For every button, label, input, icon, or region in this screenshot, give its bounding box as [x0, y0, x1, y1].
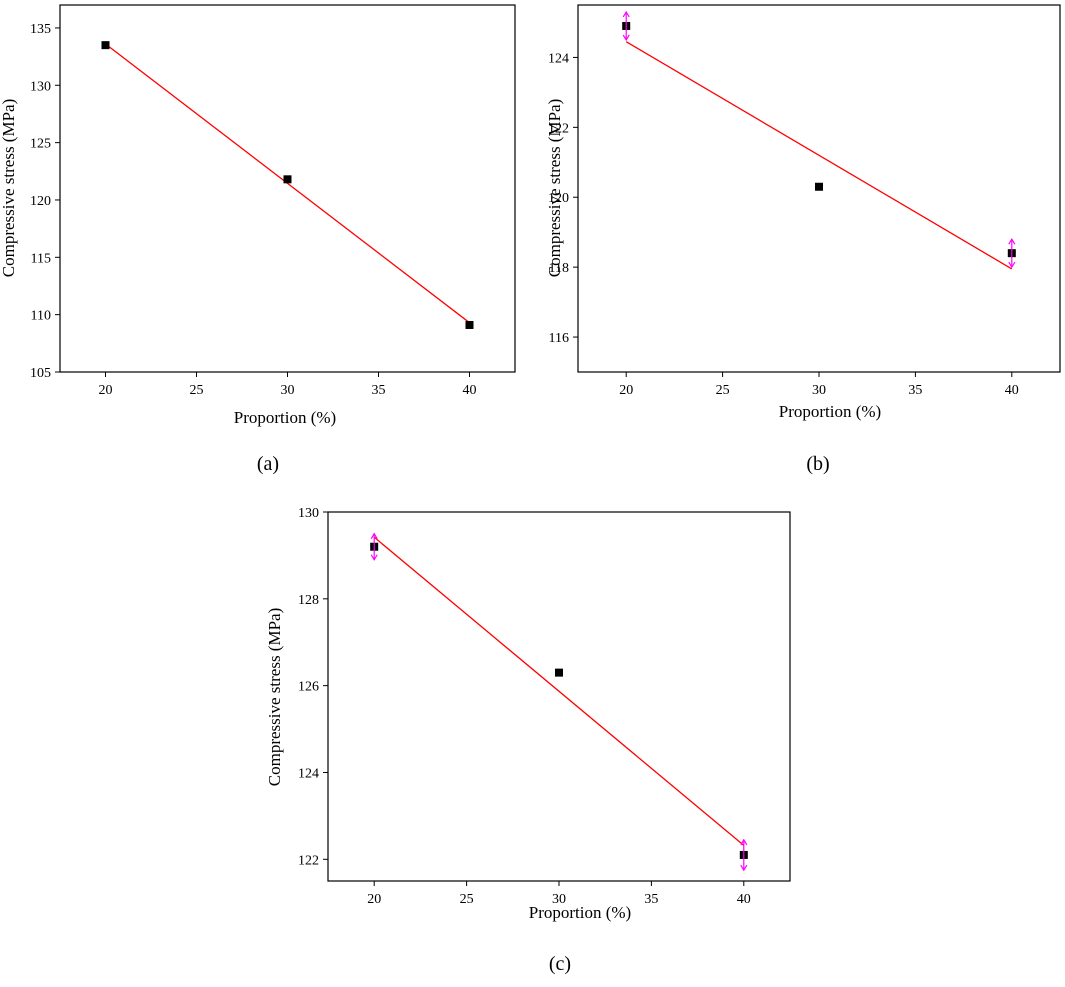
chart-c-svg: 20 25 30 35 40 122 124 126 128 130 Proportion (%) C… [265, 506, 791, 975]
x-tick-label: 40 [1005, 383, 1019, 398]
y-tick-label: 120 [30, 194, 51, 209]
y-tick-label: 115 [31, 251, 51, 266]
chart-panel-b: 20 25 30 35 40 116 118 120 122 124 Proportion (%) C… [540, 0, 1065, 490]
x-tick-label: 20 [367, 892, 381, 907]
chart-panel-c: 20 25 30 35 40 122 124 126 128 130 Proportion (%) C… [260, 490, 800, 982]
chart-a-svg: 20 25 30 35 40 105 110 115 120 125 130 135 Proportio… [0, 4, 516, 475]
data-point [283, 175, 292, 184]
y-tick-label: 122 [298, 853, 319, 868]
x-axis-title: Proportion (%) [234, 408, 336, 427]
y-tick-label: 118 [549, 261, 569, 276]
y-tick-label: 130 [298, 506, 319, 521]
x-tick-label: 25 [190, 383, 204, 398]
y-axis-title: Compressive stress (MPa) [265, 608, 284, 786]
data-point [465, 320, 474, 329]
x-tick-label: 20 [619, 383, 633, 398]
error-bar-cap-top [622, 10, 630, 18]
y-axis-title: Compressive stress (MPa) [545, 99, 564, 277]
error-bar-cap-top [1008, 238, 1016, 245]
x-tick-label: 30 [552, 892, 566, 907]
y-tick-label: 116 [549, 331, 569, 346]
data-point [815, 182, 823, 191]
panel-caption: (b) [806, 453, 829, 475]
error-bar [622, 10, 630, 42]
data-point [555, 668, 563, 677]
chart-panel-a: 20 25 30 35 40 105 110 115 120 125 130 135 Proportio… [0, 0, 530, 490]
y-tick-label: 128 [298, 593, 319, 608]
error-bar [1008, 238, 1016, 269]
error-bar-cap-bottom [740, 864, 748, 872]
y-tick-label: 120 [548, 191, 569, 206]
x-tick-label: 40 [737, 892, 751, 907]
fit-line [373, 536, 745, 846]
error-bar-cap-bottom [1008, 261, 1016, 269]
error-bar [370, 532, 378, 561]
y-tick-label: 135 [30, 22, 51, 37]
x-tick-label: 20 [99, 383, 113, 398]
x-tick-label: 35 [644, 892, 658, 907]
error-bar-cap-top [740, 838, 748, 846]
data-point [101, 41, 110, 50]
error-bar-cap-bottom [370, 554, 378, 561]
y-tick-label: 130 [30, 79, 51, 94]
error-bar-cap-top [370, 532, 378, 540]
x-tick-label: 30 [812, 383, 826, 398]
x-tick-label: 25 [460, 892, 474, 907]
fit-line [625, 41, 1013, 270]
x-tick-label: 25 [716, 383, 730, 398]
y-tick-label: 110 [31, 309, 51, 324]
x-axis-title: Proportion (%) [529, 903, 631, 922]
chart-b-svg: 20 25 30 35 40 116 118 120 122 124 Proportion (%) C… [545, 4, 1061, 475]
y-tick-label: 124 [548, 51, 569, 66]
x-tick-label: 35 [372, 383, 386, 398]
y-tick-label: 124 [298, 766, 319, 781]
y-tick-label: 125 [30, 137, 51, 152]
x-tick-label: 40 [463, 383, 477, 398]
fit-line [105, 43, 470, 324]
y-tick-label: 105 [30, 366, 51, 381]
x-tick-label: 35 [908, 383, 922, 398]
error-bar-cap-bottom [622, 34, 630, 42]
panel-caption: (c) [549, 953, 571, 975]
y-tick-label: 122 [548, 121, 569, 136]
x-axis-title: Proportion (%) [779, 402, 881, 421]
y-tick-label: 126 [298, 680, 319, 695]
x-tick-label: 30 [281, 383, 295, 398]
y-axis-title: Compressive stress (MPa) [0, 99, 18, 277]
plot-frame [59, 4, 516, 373]
panel-caption: (a) [257, 453, 279, 475]
error-bar [740, 838, 748, 872]
